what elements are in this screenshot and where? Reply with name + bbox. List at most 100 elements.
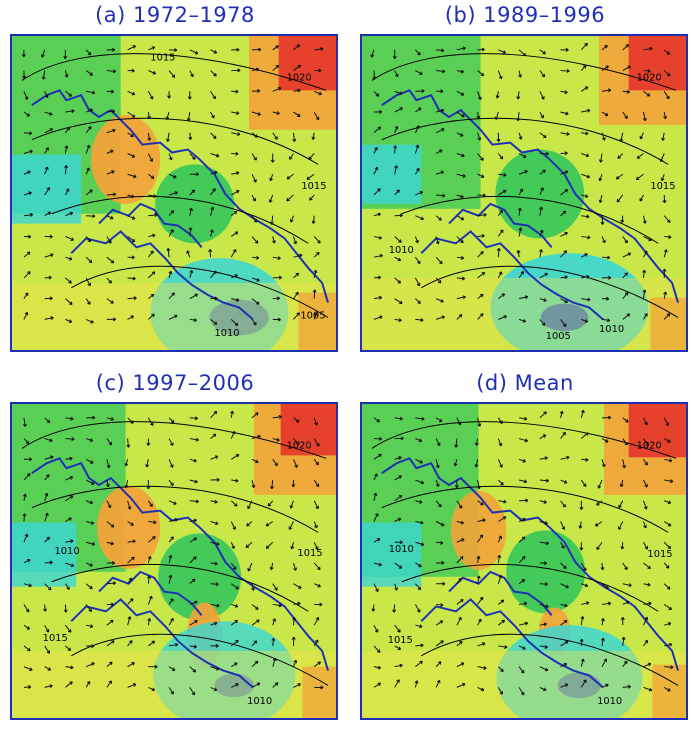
isobar-1	[371, 53, 677, 91]
wind-arrow-icon	[23, 271, 31, 279]
wind-arrow-icon	[416, 167, 420, 171]
wind-arrow-icon	[498, 574, 502, 578]
wind-arrow-icon	[48, 419, 51, 423]
wind-arrow-icon	[585, 583, 589, 587]
wind-arrow-icon	[520, 74, 523, 78]
wind-arrow-icon	[291, 546, 295, 550]
wind-arrow-icon	[581, 215, 590, 218]
wind-arrow-icon	[393, 609, 397, 613]
wind-arrow-icon	[148, 313, 155, 320]
wind-arrow-icon	[587, 174, 591, 178]
wind-arrow-icon	[394, 664, 403, 668]
wind-arrow-icon	[636, 173, 644, 181]
contour-label: 1015	[301, 181, 326, 192]
wind-arrow-icon	[373, 70, 376, 80]
wind-arrow-icon	[168, 555, 172, 564]
wind-arrow-icon	[602, 221, 605, 225]
wind-arrow-icon	[189, 153, 196, 160]
wind-arrow-icon	[476, 555, 480, 559]
wind-arrow-icon	[255, 67, 259, 70]
wind-arrow-icon	[168, 229, 174, 237]
wind-arrow-icon	[168, 417, 175, 424]
wind-arrow-icon	[618, 521, 624, 530]
cyan-field-left	[12, 154, 82, 224]
wind-arrow-icon	[415, 458, 423, 464]
wind-arrow-icon	[44, 561, 53, 564]
wind-arrow-icon	[247, 506, 251, 510]
wind-arrow-icon	[313, 542, 319, 550]
isobar-2	[381, 117, 669, 165]
wind-arrow-icon	[415, 660, 423, 668]
wind-arrow-icon	[293, 312, 300, 320]
contour-label: 1010	[247, 696, 272, 707]
wind-arrow-icon	[127, 683, 137, 688]
wind-arrow-icon	[517, 111, 520, 121]
wind-arrow-icon	[585, 319, 589, 323]
wind-arrow-icon	[624, 660, 628, 663]
wind-arrow-icon	[106, 417, 114, 421]
wind-arrow-icon	[539, 500, 547, 503]
wind-arrow-icon	[168, 500, 177, 505]
warm-center	[450, 490, 507, 570]
wind-arrow-icon	[168, 598, 174, 605]
contour-label: 1010	[389, 245, 414, 256]
wind-arrow-icon	[560, 170, 569, 175]
wind-arrow-icon	[599, 194, 603, 203]
wind-arrow-icon	[48, 667, 52, 671]
wind-arrow-icon	[44, 583, 52, 591]
wind-arrow-icon	[664, 200, 667, 204]
wind-arrow-icon	[539, 434, 546, 439]
wind-arrow-icon	[421, 216, 424, 220]
wind-arrow-icon	[272, 159, 275, 163]
wind-arrow-icon	[85, 49, 92, 56]
coastline-2	[70, 598, 254, 689]
wind-arrow-icon	[23, 624, 30, 630]
wind-arrow-icon	[277, 437, 280, 441]
wind-arrow-icon	[230, 210, 237, 217]
wind-arrow-icon	[476, 442, 479, 446]
wind-arrow-icon	[257, 301, 260, 305]
wind-arrow-icon	[23, 493, 26, 497]
wind-arrow-icon	[45, 147, 49, 150]
wind-arrow-icon	[312, 215, 315, 224]
wind-arrow-icon	[601, 65, 609, 71]
wind-arrow-icon	[396, 189, 400, 192]
wind-arrow-icon	[643, 562, 651, 569]
wind-arrow-icon	[520, 136, 523, 140]
wind-arrow-icon	[663, 583, 671, 590]
wind-arrow-icon	[106, 110, 115, 113]
wind-arrow-icon	[580, 679, 587, 688]
wind-arrow-icon	[253, 640, 257, 643]
blue-bottom	[540, 303, 589, 332]
wind-arrow-icon	[477, 153, 484, 161]
wind-arrow-icon	[86, 167, 90, 171]
wind-arrow-icon	[231, 298, 240, 301]
wind-arrow-icon	[85, 145, 90, 154]
wind-arrow-icon	[663, 562, 670, 569]
wind-arrow-icon	[196, 437, 199, 441]
wind-arrow-icon	[171, 156, 173, 161]
wind-arrow-icon	[313, 500, 319, 509]
wind-arrow-icon	[497, 555, 501, 564]
wind-arrow-icon	[601, 562, 604, 570]
wind-arrow-icon	[518, 49, 526, 57]
wind-arrow-icon	[378, 649, 381, 653]
wind-arrow-icon	[498, 315, 507, 320]
wind-arrow-icon	[313, 251, 320, 258]
wind-arrow-icon	[644, 313, 648, 316]
wind-arrow-icon	[292, 617, 295, 626]
wind-arrow-icon	[257, 434, 261, 437]
wind-arrow-icon	[171, 292, 175, 295]
isobar-2	[381, 485, 669, 533]
isobar-3	[401, 563, 659, 612]
wind-arrow-icon	[618, 505, 622, 509]
wind-arrow-icon	[649, 237, 652, 241]
wind-arrow-icon	[91, 460, 94, 464]
wind-arrow-icon	[639, 199, 643, 202]
wind-arrow-icon	[127, 417, 134, 424]
wind-arrow-icon	[277, 256, 281, 259]
wind-arrow-icon	[648, 565, 651, 569]
wind-arrow-icon	[601, 44, 608, 51]
wind-arrow-icon	[373, 513, 379, 522]
wind-arrow-icon	[435, 215, 442, 221]
